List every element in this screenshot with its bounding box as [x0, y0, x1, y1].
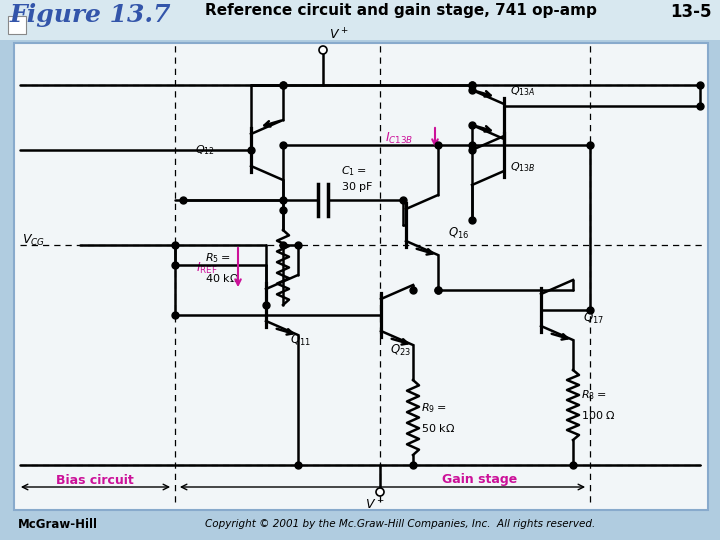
Text: $C_1 =$: $C_1 =$ — [341, 164, 366, 178]
Text: $30\ \mathrm{pF}$: $30\ \mathrm{pF}$ — [341, 180, 374, 194]
Bar — [0, 0, 720, 40]
Text: $R_5 =$: $R_5 =$ — [205, 251, 230, 265]
Text: $Q_{17}$: $Q_{17}$ — [583, 310, 604, 326]
Text: $V^-$: $V^-$ — [365, 498, 384, 511]
Text: $50\ \mathrm{k}\Omega$: $50\ \mathrm{k}\Omega$ — [421, 422, 455, 434]
Bar — [14, 43, 708, 510]
Text: $Q_{16}$: $Q_{16}$ — [448, 226, 469, 240]
Text: Copyright © 2001 by the Mc.Graw-Hill Companies, Inc.  All rights reserved.: Copyright © 2001 by the Mc.Graw-Hill Com… — [205, 519, 595, 529]
Text: $Q_{12}$: $Q_{12}$ — [195, 143, 215, 157]
Bar — [8, 16, 26, 34]
Text: Bias circuit: Bias circuit — [56, 474, 134, 487]
Text: $I_{C13B}$: $I_{C13B}$ — [385, 131, 413, 146]
Text: $Q_{13A}$: $Q_{13A}$ — [510, 84, 536, 98]
Text: McGraw-Hill: McGraw-Hill — [18, 517, 98, 530]
Text: $Q_{11}$: $Q_{11}$ — [290, 333, 311, 348]
Text: Reference circuit and gain stage, 741 op-amp: Reference circuit and gain stage, 741 op… — [205, 3, 597, 18]
Text: $V_{CG}$: $V_{CG}$ — [22, 232, 45, 247]
Text: $100\ \Omega$: $100\ \Omega$ — [581, 409, 616, 421]
Text: 13-5: 13-5 — [670, 3, 712, 21]
Text: $I_{\rm REF}$: $I_{\rm REF}$ — [196, 260, 217, 275]
Text: $R_9 =$: $R_9 =$ — [421, 401, 446, 415]
Text: $Q_{23}$: $Q_{23}$ — [390, 343, 411, 358]
Text: $R_8 =$: $R_8 =$ — [581, 388, 606, 402]
Circle shape — [376, 488, 384, 496]
Circle shape — [319, 46, 327, 54]
Text: $Q_{13B}$: $Q_{13B}$ — [510, 160, 536, 174]
Text: $V^+$: $V^+$ — [329, 28, 348, 43]
Text: Gain stage: Gain stage — [442, 474, 518, 487]
Text: $40\ \mathrm{k}\Omega$: $40\ \mathrm{k}\Omega$ — [205, 272, 239, 284]
Text: Figure 13.7: Figure 13.7 — [10, 3, 171, 27]
